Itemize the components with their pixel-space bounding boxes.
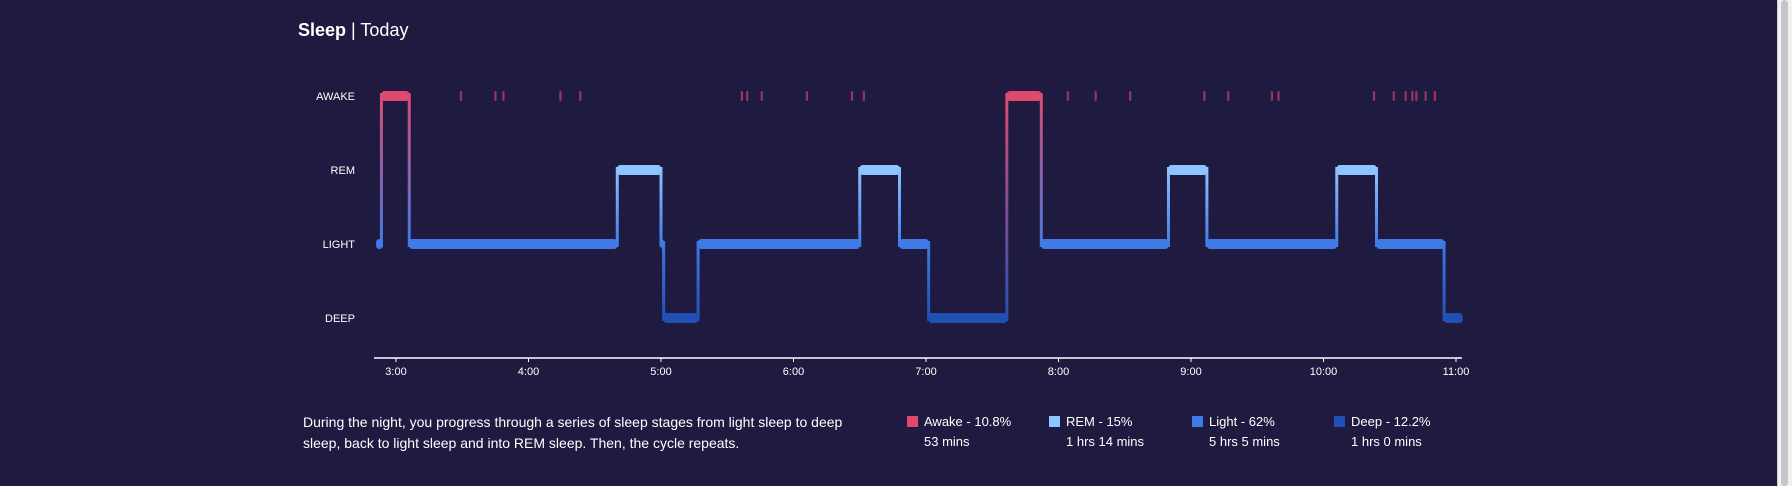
stage-transition <box>662 241 666 321</box>
legend-label: REM - 15% <box>1066 414 1133 429</box>
scrollbar-thumb[interactable] <box>1781 0 1788 486</box>
stage-segment-awake <box>381 91 410 101</box>
stage-segment-light <box>661 239 664 249</box>
awake-tick <box>1433 91 1436 101</box>
stage-segment-rem <box>859 165 900 175</box>
awake-tick <box>579 91 582 101</box>
awake-tick <box>740 91 744 101</box>
stage-transition <box>379 93 383 247</box>
awake-tick <box>1227 91 1230 101</box>
light-swatch <box>1192 416 1203 427</box>
awake-tick <box>760 91 763 101</box>
stage-transition <box>615 167 619 247</box>
stage-transition <box>1442 241 1446 321</box>
stage-label-light: LIGHT <box>323 239 356 251</box>
stage-labels: AWAKE REM LIGHT DEEP <box>316 91 355 325</box>
vertical-scrollbar[interactable] <box>1777 0 1792 486</box>
awake-tick <box>1415 91 1418 101</box>
legend-label: Awake - 10.8% <box>924 414 1012 429</box>
awake-tick <box>459 91 463 101</box>
legend-item-deep: Deep - 12.2% 1 hrs 0 mins <box>1334 412 1431 452</box>
awake-tick <box>1066 91 1069 101</box>
awake-tick <box>1411 91 1414 101</box>
legend-label: Deep - 12.2% <box>1351 414 1431 429</box>
x-tick-label: 4:00 <box>518 366 539 378</box>
stage-transition <box>1375 167 1378 247</box>
awake-tick <box>746 91 749 101</box>
x-tick-label: 10:00 <box>1310 366 1338 378</box>
stage-transition <box>1005 93 1009 321</box>
x-tick-label: 7:00 <box>915 366 936 378</box>
stage-label-deep: DEEP <box>325 313 355 325</box>
awake-tick <box>1270 91 1274 101</box>
awake-tick <box>862 91 865 101</box>
legend-duration: 5 hrs 5 mins <box>1209 434 1280 449</box>
sleep-description: During the night, you progress through a… <box>303 414 843 451</box>
stage-segment-light <box>698 239 860 249</box>
x-tick-label: 3:00 <box>385 366 406 378</box>
stage-segment-light <box>1376 239 1445 249</box>
legend-item-light: Light - 62% 5 hrs 5 mins <box>1192 412 1280 452</box>
stage-transition <box>858 167 862 247</box>
awake-tick <box>494 91 497 101</box>
legend-duration: 1 hrs 14 mins <box>1066 434 1145 449</box>
awake-tick <box>805 91 808 101</box>
stage-segment-rem <box>1168 165 1207 175</box>
awake-tick <box>1277 91 1280 101</box>
awake-tick <box>1404 91 1407 101</box>
stage-segment-light <box>899 239 929 249</box>
stage-label-rem: REM <box>331 165 355 177</box>
stage-transition <box>1166 167 1170 247</box>
stage-segment-deep <box>928 313 1007 323</box>
awake-tick <box>1392 91 1395 101</box>
deep-swatch <box>1334 416 1345 427</box>
stage-segment-light <box>376 239 383 249</box>
awake-tick <box>1424 91 1427 101</box>
x-tick-label: 11:00 <box>1443 366 1470 378</box>
awake-ticks <box>459 91 1436 101</box>
rem-swatch <box>1049 416 1060 427</box>
awake-tick <box>1129 91 1132 101</box>
awake-tick <box>559 91 562 101</box>
awake-tick <box>1203 91 1206 101</box>
title-main: Sleep <box>298 20 347 40</box>
stage-transition <box>696 241 700 321</box>
stage-transition <box>898 167 901 247</box>
stage-transition <box>1335 167 1339 247</box>
title-separator: | <box>351 20 356 40</box>
stage-segment-awake <box>1006 91 1042 101</box>
awake-tick <box>1372 91 1376 101</box>
sleep-stage-chart: AWAKE REM LIGHT DEEP 3:00 4:00 5:00 6:00 7:00 8:… <box>316 91 1469 378</box>
stage-segment-deep <box>1444 313 1463 323</box>
x-axis: 3:00 4:00 5:00 6:00 7:00 8:00 9:00 10:00 11:00 <box>385 358 1469 378</box>
x-tick-label: 9:00 <box>1180 366 1201 378</box>
stage-segment-rem <box>617 165 661 175</box>
stage-transition <box>659 167 663 247</box>
legend-label: Light - 62% <box>1209 414 1275 429</box>
title-subtitle: Today <box>360 20 409 40</box>
legend-item-awake: Awake - 10.8% 53 mins <box>907 412 1011 452</box>
x-tick-label: 6:00 <box>783 366 804 378</box>
stage-segments <box>376 91 1463 323</box>
stage-transition <box>407 93 411 247</box>
page-title: Sleep | Today <box>298 20 408 41</box>
legend-duration: 1 hrs 0 mins <box>1351 434 1422 449</box>
stage-segment-rem <box>1336 165 1377 175</box>
awake-swatch <box>907 416 918 427</box>
legend-duration: 53 mins <box>924 434 970 449</box>
stage-transition <box>1039 93 1043 247</box>
x-tick-label: 5:00 <box>650 366 671 378</box>
awake-tick <box>1094 91 1097 101</box>
awake-tick <box>502 91 505 101</box>
stage-segment-light <box>1041 239 1169 249</box>
stage-segment-light <box>1206 239 1337 249</box>
awake-tick <box>850 91 853 101</box>
stage-segment-deep <box>663 313 699 323</box>
stage-transition <box>1205 167 1209 247</box>
stage-segment-light <box>409 239 618 249</box>
stage-transition <box>927 241 931 321</box>
stage-label-awake: AWAKE <box>316 91 355 103</box>
legend-item-rem: REM - 15% 1 hrs 14 mins <box>1049 412 1144 452</box>
x-tick-label: 8:00 <box>1048 366 1069 378</box>
